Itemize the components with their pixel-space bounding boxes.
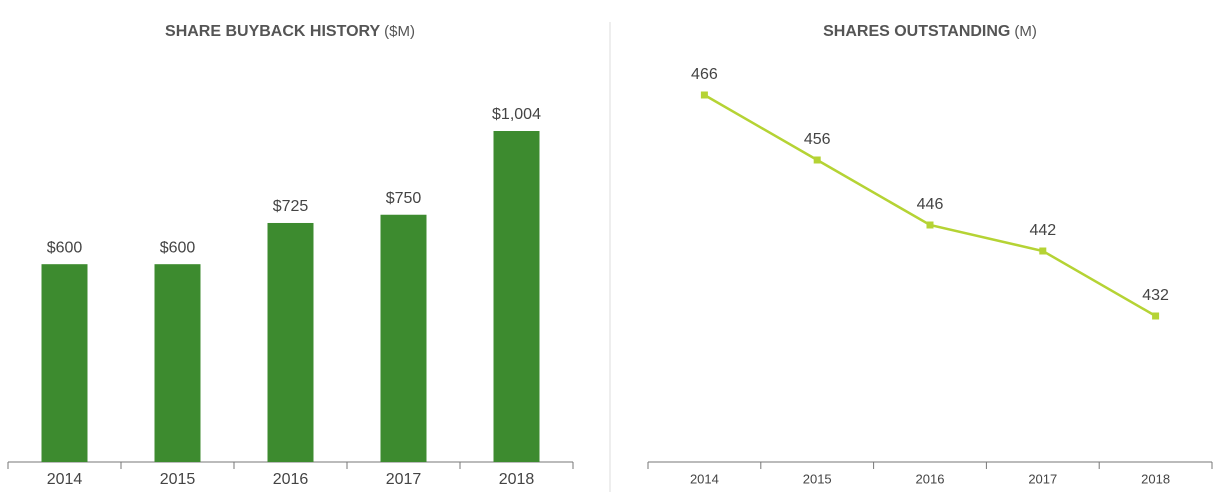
marker bbox=[700, 91, 708, 99]
title-unit: (M) bbox=[1014, 23, 1037, 40]
data-label: $600 bbox=[160, 239, 196, 256]
chart-title: SHARE BUYBACK HISTORY ($M) bbox=[165, 23, 415, 40]
x-tick-label: 2018 bbox=[499, 471, 535, 488]
marker bbox=[813, 156, 821, 164]
data-label: $1,004 bbox=[492, 106, 541, 123]
marker bbox=[1152, 312, 1160, 320]
data-label: 466 bbox=[691, 66, 718, 83]
x-tick-label: 2016 bbox=[916, 471, 945, 486]
chart-title: SHARES OUTSTANDING (M) bbox=[823, 23, 1037, 40]
x-tick-label: 2015 bbox=[160, 471, 196, 488]
title-unit: ($M) bbox=[384, 23, 415, 40]
bar bbox=[267, 222, 314, 462]
x-tick-label: 2014 bbox=[47, 471, 83, 488]
data-label: $600 bbox=[47, 239, 83, 256]
bar bbox=[380, 214, 427, 462]
bar bbox=[154, 264, 201, 462]
title: SHARES OUTSTANDING bbox=[823, 23, 1010, 40]
title: SHARE BUYBACK HISTORY bbox=[165, 23, 380, 40]
x-tick-label: 2017 bbox=[386, 471, 422, 488]
marker bbox=[926, 221, 934, 229]
bar bbox=[41, 264, 88, 462]
x-tick-label: 2016 bbox=[273, 471, 309, 488]
bar bbox=[493, 131, 540, 462]
data-label: $750 bbox=[386, 190, 422, 207]
x-tick-label: 2018 bbox=[1141, 471, 1170, 486]
data-label: 456 bbox=[804, 131, 831, 148]
data-label: $725 bbox=[273, 198, 309, 215]
data-label: 432 bbox=[1142, 287, 1169, 304]
data-label: 446 bbox=[917, 196, 944, 213]
data-label: 442 bbox=[1029, 222, 1056, 239]
x-tick-label: 2014 bbox=[690, 471, 719, 486]
x-tick-label: 2015 bbox=[803, 471, 832, 486]
marker bbox=[1039, 247, 1047, 255]
x-tick-label: 2017 bbox=[1028, 471, 1057, 486]
